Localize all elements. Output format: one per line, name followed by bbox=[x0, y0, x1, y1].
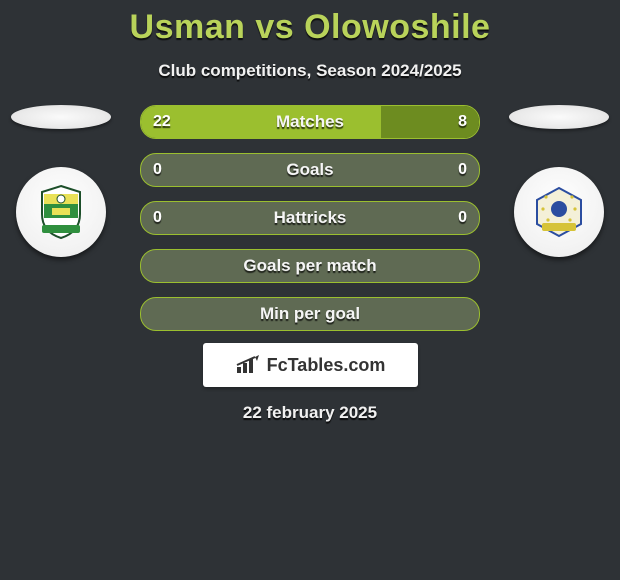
stat-value-right: 0 bbox=[458, 161, 467, 179]
stat-bar: 22 8 Matches bbox=[140, 105, 480, 139]
stat-label: Matches bbox=[276, 112, 344, 132]
comparison-infographic: Usman vs Olowoshile Club competitions, S… bbox=[0, 0, 620, 580]
right-player-column bbox=[504, 105, 614, 257]
stat-label: Min per goal bbox=[260, 304, 360, 324]
main-area: 22 8 Matches 0 0 Goals 0 0 Hattricks Goals per ma… bbox=[0, 105, 620, 423]
stat-label: Goals bbox=[286, 160, 333, 180]
stat-value-left: 0 bbox=[153, 209, 162, 227]
stat-value-right: 0 bbox=[458, 209, 467, 227]
stat-value-right: 8 bbox=[458, 113, 467, 131]
stat-label: Hattricks bbox=[274, 208, 347, 228]
stat-value-left: 22 bbox=[153, 113, 171, 131]
page-subtitle: Club competitions, Season 2024/2025 bbox=[0, 61, 620, 81]
club-badge-left bbox=[16, 167, 106, 257]
player-silhouette-right bbox=[509, 105, 609, 129]
shield-icon bbox=[38, 184, 84, 240]
stat-label: Goals per match bbox=[243, 256, 376, 276]
stat-bar: 0 0 Goals bbox=[140, 153, 480, 187]
stat-bar: Min per goal bbox=[140, 297, 480, 331]
player-silhouette-left bbox=[11, 105, 111, 129]
page-title: Usman vs Olowoshile bbox=[0, 0, 620, 47]
stat-bar: 0 0 Hattricks bbox=[140, 201, 480, 235]
bar-fill-left bbox=[141, 106, 381, 138]
date-label: 22 february 2025 bbox=[0, 403, 620, 423]
hexagon-badge-icon bbox=[532, 185, 586, 239]
stat-bars: 22 8 Matches 0 0 Goals 0 0 Hattricks Goals per ma… bbox=[140, 105, 480, 331]
bars-logo-icon bbox=[235, 355, 261, 375]
watermark-text: FcTables.com bbox=[267, 355, 386, 376]
stat-value-left: 0 bbox=[153, 161, 162, 179]
club-badge-right bbox=[514, 167, 604, 257]
left-player-column bbox=[6, 105, 116, 257]
stat-bar: Goals per match bbox=[140, 249, 480, 283]
watermark: FcTables.com bbox=[203, 343, 418, 387]
